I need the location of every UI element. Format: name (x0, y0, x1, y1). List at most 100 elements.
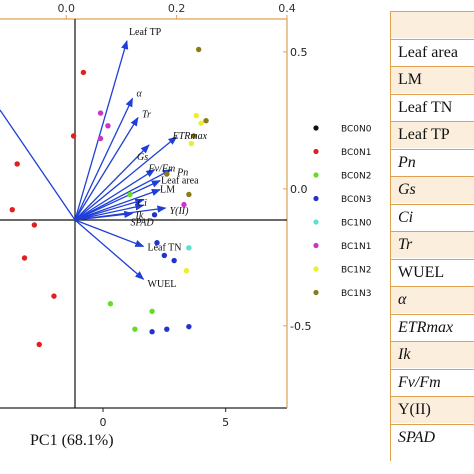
legend-label: BC1N3 (341, 289, 372, 299)
score-point (164, 171, 170, 177)
score-point (183, 268, 190, 274)
score-point (188, 140, 195, 147)
loading-label: Leaf TN (148, 242, 182, 253)
score-point (9, 206, 15, 213)
bottom-tick-label: 5 (222, 416, 229, 429)
score-point (80, 69, 87, 76)
loading-label: Ci (138, 198, 148, 209)
score-point (186, 191, 192, 198)
loading-label: Leaf TP (129, 27, 162, 38)
score-point (70, 133, 77, 139)
legend-marker (313, 148, 319, 155)
table-row: Leaf area (391, 38, 474, 66)
score-point (161, 252, 168, 259)
score-point (198, 120, 204, 126)
loading-vector (74, 219, 145, 280)
loading-label: Fv/Fm (148, 164, 176, 175)
score-point (132, 326, 138, 332)
score-point (164, 326, 170, 332)
loading-vector (74, 116, 139, 221)
x-axis-title: PC1 (68.1%) (30, 432, 114, 449)
loading-label: WUEL (148, 279, 177, 290)
score-point (181, 201, 187, 208)
score-point (154, 240, 160, 246)
loading-vector (74, 219, 145, 247)
legend-label: BC0N0 (341, 125, 372, 135)
table-row: Tr (391, 231, 474, 258)
loading-vector-offscreen (0, 109, 76, 221)
loading-label: α (136, 88, 142, 99)
loading-vector (74, 198, 145, 221)
table-row: α (391, 286, 474, 313)
loading-label: SPAD (130, 218, 154, 229)
loading-label: Tr (142, 110, 151, 121)
right-tick-label: 0.5 (290, 46, 308, 59)
score-point (97, 135, 104, 142)
legend-label: BC0N2 (341, 172, 372, 182)
table-row: Y(II) (391, 396, 474, 423)
table-row: Pn (391, 148, 474, 176)
score-point (203, 117, 209, 124)
table-row: Gs (391, 176, 474, 203)
score-point (193, 112, 199, 119)
legend-marker (313, 125, 319, 131)
score-point (151, 212, 158, 218)
score-point (149, 329, 155, 335)
score-point (36, 341, 42, 348)
variable-table: Leaf area LM Leaf TN Leaf TP Pn Gs Ci Tr WUEL α ET… (390, 11, 474, 461)
loading-vector (74, 136, 178, 221)
loading-vector (74, 210, 134, 221)
legend-label: BC0N3 (341, 195, 372, 205)
score-point (105, 123, 111, 129)
legend-marker (313, 219, 319, 225)
legend-label: BC1N2 (341, 266, 372, 276)
score-point (186, 245, 192, 251)
score-point (191, 133, 197, 139)
loading-label: LM (160, 185, 175, 196)
top-tick-label: 0.2 (168, 2, 186, 15)
score-point (127, 191, 133, 198)
loading-vector (74, 180, 161, 221)
table-row: SPAD (391, 423, 474, 451)
loading-vector (74, 169, 156, 221)
loading-label: Gs (137, 152, 148, 163)
loading-label: Leaf area (161, 176, 199, 187)
bottom-tick-label: 0 (100, 416, 107, 429)
loading-label: Pn (176, 168, 188, 179)
legend-marker (313, 289, 319, 296)
loading-vector (74, 203, 145, 221)
table-row: ETRmax (391, 313, 474, 341)
loading-label: Ik (135, 210, 144, 221)
score-point (171, 257, 177, 264)
score-point (31, 222, 38, 228)
score-point (51, 293, 57, 299)
table-row: LM (391, 66, 474, 93)
loading-vector (74, 144, 150, 221)
score-point (14, 161, 20, 167)
loading-vector (74, 169, 172, 221)
loading-vector (74, 188, 161, 221)
table-row (391, 11, 474, 38)
top-tick-label: 0.0 (57, 2, 75, 15)
loading-label: Y(II) (170, 206, 190, 217)
legend-marker (313, 172, 319, 178)
table-row: Fv/Fm (391, 368, 474, 396)
right-tick-label: 0.0 (290, 183, 308, 196)
legend-marker (313, 242, 319, 249)
score-point (21, 255, 28, 261)
legend-label: BC1N1 (341, 242, 372, 252)
score-point (186, 323, 192, 330)
legend-marker (313, 195, 319, 202)
table-row: Leaf TN (391, 93, 474, 121)
loading-vector (74, 40, 129, 221)
score-point (195, 46, 202, 53)
legend-label: BC1N0 (341, 219, 372, 229)
table-row: Ci (391, 203, 474, 231)
loading-vector (74, 97, 134, 221)
loading-label: ETRmax (172, 131, 208, 142)
top-tick-label: 0.4 (278, 2, 296, 15)
score-point (107, 301, 114, 307)
table-row: Ik (391, 341, 474, 368)
table-row: WUEL (391, 258, 474, 286)
